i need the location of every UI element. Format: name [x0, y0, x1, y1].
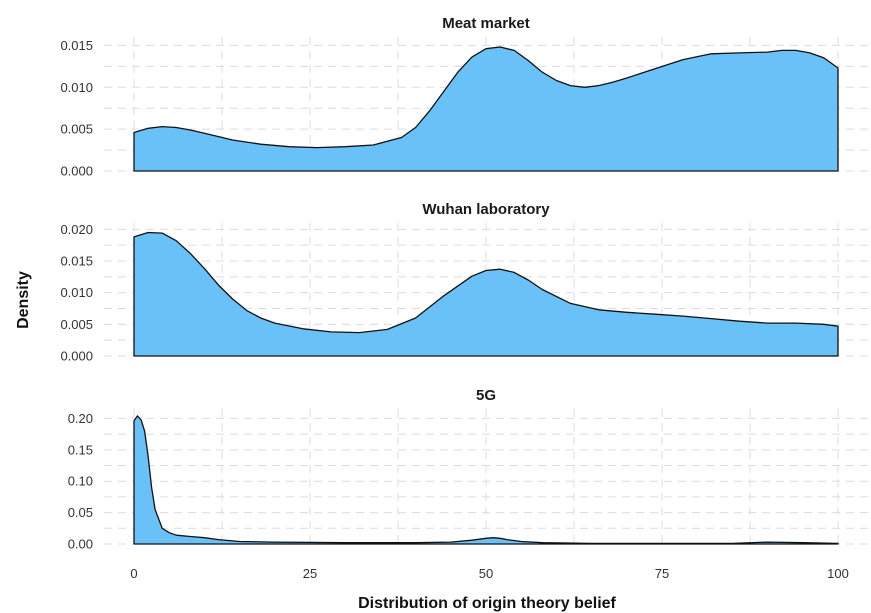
y-tick-label: 0.15 [68, 442, 93, 457]
y-tick-label: 0.015 [60, 38, 93, 53]
y-tick-label: 0.015 [60, 254, 93, 269]
density-area-5g [133, 415, 839, 545]
facet-5g: 0.00 0.05 0.10 0.15 0.20 5G [68, 387, 870, 552]
y-axis-title: Density [15, 271, 32, 329]
y-tick-label: 0.10 [68, 474, 93, 489]
x-tick-label: 75 [655, 566, 669, 581]
x-tick-label: 25 [303, 566, 317, 581]
y-tick-label: 0.20 [68, 411, 93, 426]
y-tick-label: 0.005 [60, 317, 93, 332]
y-tick-label: 0.005 [60, 122, 93, 137]
y-tick-label: 0.00 [68, 537, 93, 552]
y-tick-label: 0.020 [60, 222, 93, 237]
y-tick-label: 0.05 [68, 505, 93, 520]
x-tick-label: 0 [130, 566, 137, 581]
facet-title: Meat market [442, 15, 530, 32]
facet-meat-market: 0.000 0.005 0.010 0.015 Meat market [60, 15, 870, 179]
y-tick-label: 0.010 [60, 80, 93, 95]
density-area-meat-market [133, 46, 839, 172]
y-tick-label: 0.000 [60, 349, 93, 364]
y-tick-label: 0.000 [60, 164, 93, 179]
facet-wuhan-laboratory: 0.000 0.005 0.010 0.015 0.020 Wuhan laborator… [60, 201, 870, 364]
facet-title: Wuhan laboratory [422, 201, 550, 218]
x-axis-tick-labels: 0 25 50 75 100 [130, 566, 848, 581]
x-axis-title: Distribution of origin theory belief [358, 595, 616, 612]
density-area-wuhan-laboratory [133, 231, 839, 357]
facet-title: 5G [476, 387, 496, 404]
x-tick-label: 100 [827, 566, 849, 581]
x-tick-label: 50 [479, 566, 493, 581]
y-tick-label: 0.010 [60, 285, 93, 300]
